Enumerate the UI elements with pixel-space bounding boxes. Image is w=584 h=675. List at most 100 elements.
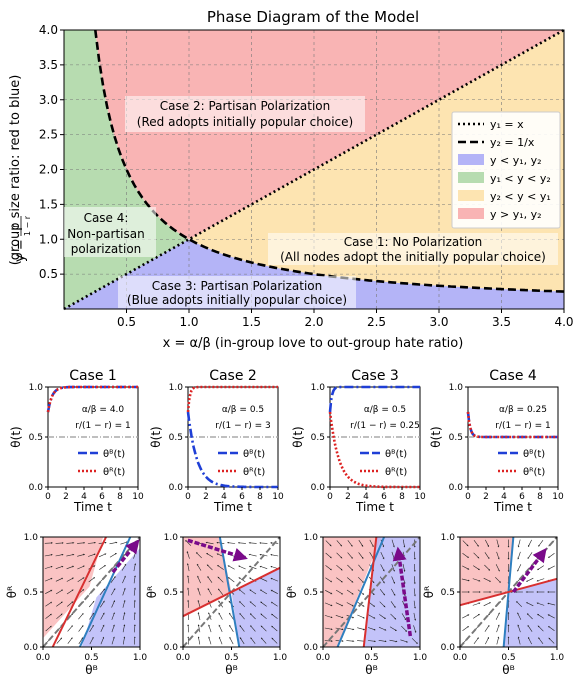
x-axis-label: θᴮ bbox=[225, 663, 238, 675]
field-arrow bbox=[249, 601, 256, 607]
region-red bbox=[43, 537, 104, 639]
field-arrow bbox=[538, 540, 544, 547]
field-arrow bbox=[208, 636, 212, 645]
legend-swatch bbox=[458, 154, 484, 165]
y-tick-label: 0.5 bbox=[441, 588, 455, 598]
field-arrow bbox=[547, 602, 556, 606]
field-arrow bbox=[111, 636, 115, 645]
field-arrow bbox=[259, 565, 268, 569]
field-arrow bbox=[218, 624, 223, 633]
field-arrow bbox=[66, 565, 75, 570]
y-tick-label: 0.0 bbox=[169, 483, 184, 493]
field-arrow bbox=[517, 564, 522, 572]
legend-theta-B-label: θᴮ(t) bbox=[523, 449, 545, 460]
case4-line2: Non-partisan bbox=[67, 227, 144, 241]
field-arrow bbox=[88, 577, 96, 583]
field-arrow bbox=[44, 577, 53, 582]
field-arrow bbox=[260, 613, 267, 620]
field-arrow bbox=[270, 601, 278, 607]
field-arrow bbox=[187, 575, 190, 584]
field-arrow bbox=[122, 599, 126, 608]
phase-panel-3: 0.0 0.5 1.0 0.0 0.5 1.0 θᴮ θᴿ bbox=[285, 533, 427, 675]
field-arrow bbox=[55, 565, 64, 569]
panel-title: Case 3 bbox=[351, 368, 399, 384]
y-tick-label: 1.0 bbox=[449, 383, 464, 393]
y-axis-label: θᴿ bbox=[5, 585, 19, 598]
legend-label: y₂ = 1/x bbox=[490, 136, 535, 149]
x-tick-label: 0 bbox=[185, 492, 191, 502]
y-tick-label: 0.5 bbox=[169, 433, 183, 443]
panel-title: Case 1 bbox=[69, 368, 117, 384]
trajectory bbox=[511, 547, 547, 594]
field-arrow bbox=[248, 553, 257, 557]
nullcline-blue bbox=[78, 536, 132, 648]
field-arrow bbox=[517, 551, 521, 560]
param-ratio: α/β = 0.5 bbox=[222, 405, 264, 415]
time-series-row: Case 1 α/β = 4.0 r/(1 − r) = 1 θᴮ(t) θᴿ(t) 0 2… bbox=[9, 368, 564, 514]
x-tick-label: 8 bbox=[399, 492, 405, 502]
field-arrow bbox=[325, 577, 333, 583]
field-arrow bbox=[358, 539, 364, 547]
field-arrow bbox=[379, 614, 386, 620]
field-arrow bbox=[473, 540, 479, 547]
field-arrow bbox=[413, 588, 416, 597]
field-arrow bbox=[197, 636, 201, 645]
y-formula-lhs: y = bbox=[13, 239, 28, 262]
field-arrow bbox=[45, 601, 53, 607]
case2-subtitle: (Red adopts initially popular choice) bbox=[137, 115, 353, 129]
field-arrow bbox=[483, 602, 492, 607]
field-arrow bbox=[402, 539, 406, 548]
field-arrow bbox=[411, 638, 418, 645]
field-arrow bbox=[496, 539, 500, 548]
x-tick-labels: 0.5 1.0 1.5 2.0 2.5 3.0 3.5 4.0 bbox=[117, 309, 574, 329]
field-arrow bbox=[390, 613, 397, 620]
field-arrow bbox=[111, 588, 116, 596]
x-tick-label: 4 bbox=[221, 492, 227, 502]
field-arrow bbox=[325, 552, 332, 559]
x-tick-label: 4.0 bbox=[554, 315, 573, 329]
field-arrow bbox=[391, 588, 396, 596]
theta-B-line bbox=[46, 385, 138, 413]
field-arrow bbox=[45, 613, 52, 619]
y-tick-label: 0.5 bbox=[24, 588, 38, 598]
x-tick-label: 1.0 bbox=[179, 315, 198, 329]
field-arrow bbox=[111, 612, 115, 620]
y-tick-label: 0.5 bbox=[304, 588, 318, 598]
field-arrow bbox=[109, 541, 118, 545]
field-arrow bbox=[237, 541, 246, 544]
field-arrow bbox=[122, 624, 126, 633]
field-arrow bbox=[259, 542, 268, 544]
field-arrow bbox=[271, 625, 278, 632]
y-tick-label: 1.0 bbox=[304, 533, 319, 543]
field-arrow bbox=[400, 639, 409, 643]
field-arrow bbox=[526, 613, 533, 620]
y-axis-formula: y = r 1 − r bbox=[11, 215, 32, 262]
field-arrow bbox=[77, 565, 85, 570]
legend-label: y₂ < y < y₁ bbox=[490, 190, 551, 203]
field-arrow bbox=[133, 563, 137, 572]
time-panel-4: Case 4 α/β = 0.25 r/(1 − r) = 1 θᴮ(t) θᴿ(t) 0… bbox=[429, 368, 564, 514]
nullcline-blue bbox=[336, 536, 386, 648]
field-arrow bbox=[413, 563, 416, 572]
x-tick-label: 6 bbox=[381, 492, 387, 502]
field-arrow bbox=[207, 576, 213, 583]
case1-annotation: Case 1: No Polarization (All nodes adopt… bbox=[268, 233, 558, 265]
field-arrow bbox=[217, 588, 224, 595]
field-arrow bbox=[346, 589, 354, 595]
x-tick-label: 6 bbox=[99, 492, 105, 502]
x-tick-label: 10 bbox=[414, 492, 426, 502]
field-arrow bbox=[100, 624, 105, 633]
field-arrow bbox=[110, 576, 116, 583]
field-arrow bbox=[335, 589, 344, 595]
y-tick-label: 0.0 bbox=[29, 483, 44, 493]
y-axis-label: θᴿ bbox=[285, 585, 299, 598]
x-tick-label: 4 bbox=[81, 492, 87, 502]
phase-panel-1: 0.0 0.5 1.0 0.0 0.5 1.0 θᴮ θᴿ bbox=[5, 533, 147, 675]
field-arrow bbox=[270, 577, 279, 582]
field-arrow bbox=[335, 627, 344, 631]
x-tick-label: 3.5 bbox=[492, 315, 511, 329]
field-arrow bbox=[217, 576, 224, 583]
field-arrow bbox=[517, 624, 521, 633]
field-arrow bbox=[197, 599, 201, 608]
field-arrow bbox=[45, 625, 52, 632]
